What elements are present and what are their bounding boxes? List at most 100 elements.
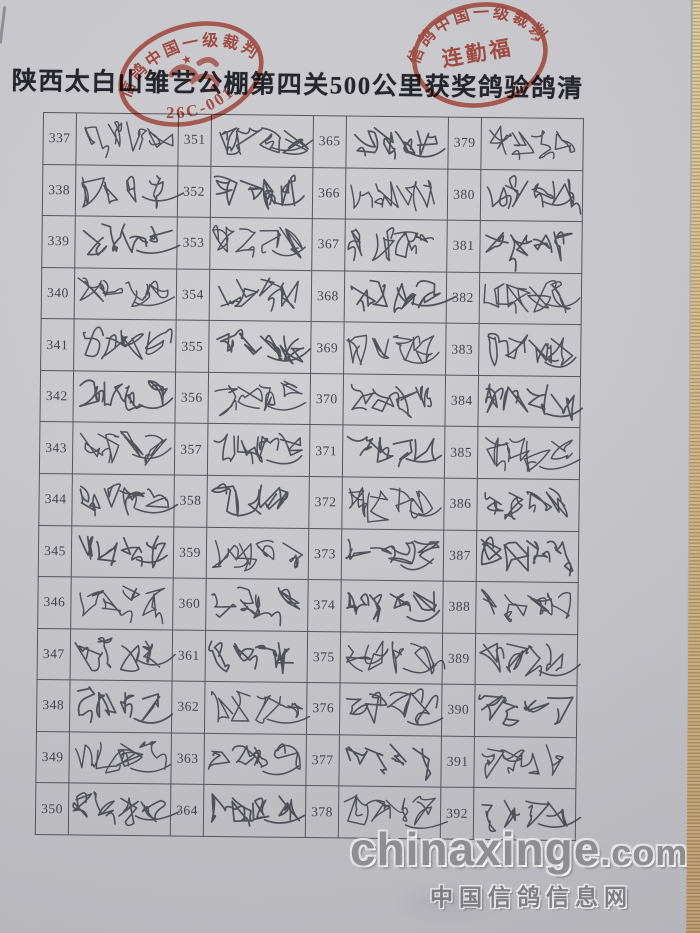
- signature-cell: [343, 322, 447, 375]
- table-row: 344 358 372 386: [38, 473, 580, 532]
- stamp-side-mark: [529, 32, 540, 42]
- handwritten-signature: [481, 744, 564, 779]
- signature-cell: [208, 320, 312, 374]
- signature-cell: [203, 733, 307, 786]
- signature-cell: [477, 426, 581, 480]
- table-row: 349 363 377 391: [35, 731, 577, 789]
- signature-cell: [475, 581, 579, 635]
- handwritten-signature: [219, 127, 314, 156]
- ring-number-cell: 385: [444, 426, 478, 479]
- ring-number-cell: 382: [446, 271, 480, 324]
- ring-number-cell: 389: [442, 632, 476, 685]
- signature-cell: [72, 370, 176, 424]
- handwritten-signature: [207, 743, 301, 776]
- handwritten-signature: [210, 690, 311, 725]
- handwritten-signature: [79, 430, 172, 466]
- handwritten-signature: [348, 487, 442, 523]
- signature-cell: [473, 736, 577, 789]
- ring-number-cell: 379: [447, 117, 482, 170]
- ring-number-cell: 340: [41, 267, 75, 320]
- ring-number-cell: 354: [176, 268, 210, 321]
- signature-cell: [71, 525, 174, 579]
- table-row: 348 362 376 390: [36, 679, 578, 738]
- handwritten-signature: [212, 539, 304, 572]
- signature-cell: [342, 373, 446, 427]
- ring-number-cell: 378: [305, 785, 339, 838]
- handwritten-signature: [78, 534, 168, 569]
- signature-cell: [345, 115, 449, 169]
- handwritten-signature: [347, 227, 434, 262]
- signature-cell: [209, 269, 312, 322]
- ring-number-cell: 355: [175, 320, 210, 373]
- handwritten-signature: [74, 636, 176, 672]
- signature-cell: [340, 579, 444, 633]
- ring-number-cell: 373: [308, 528, 342, 580]
- ring-number-cell: 345: [38, 524, 72, 577]
- stamp-star-icon: ★: [179, 51, 193, 68]
- handwritten-signature: [213, 174, 305, 210]
- signature-cell: [210, 114, 314, 168]
- signature-cell: [476, 529, 579, 583]
- table-row: 337 351 365 379: [42, 112, 584, 171]
- ring-number-cell: 369: [310, 321, 345, 374]
- ring-number-cell: 387: [443, 529, 477, 582]
- verification-table-body: 337 351 365 379 338 352 366 380 339 353 367 381 340 3…: [35, 112, 584, 841]
- ring-number-cell: 384: [444, 374, 479, 427]
- stamp-ring: [411, 2, 548, 108]
- ring-number-cell: 388: [442, 581, 477, 634]
- stamp-ring: [118, 21, 264, 127]
- handwritten-signature: [84, 121, 174, 159]
- ring-number-cell: 359: [173, 526, 207, 579]
- handwritten-signature: [350, 383, 433, 419]
- table-row: 339 353 367 381: [41, 215, 583, 274]
- handwritten-signature: [485, 231, 573, 273]
- handwritten-signature: [345, 640, 446, 675]
- handwritten-signature: [210, 792, 306, 827]
- handwritten-signature: [74, 740, 172, 774]
- handwritten-signature: [212, 225, 306, 260]
- signature-cell: [480, 117, 584, 171]
- ring-number-cell: 342: [39, 370, 74, 423]
- handwritten-signature: [478, 694, 574, 727]
- signature-cell: [339, 683, 444, 736]
- table-row: 347 361 375 389: [37, 628, 581, 686]
- signature-cell: [479, 272, 582, 325]
- handwritten-signature: [353, 127, 446, 160]
- ring-number-cell: 372: [308, 476, 343, 529]
- handwritten-signature: [350, 179, 435, 212]
- ring-number-cell: 337: [42, 112, 77, 165]
- ring-number-cell: 358: [173, 474, 208, 527]
- handwritten-signature: [345, 743, 432, 781]
- handwritten-signature: [218, 277, 299, 312]
- signature-cell: [75, 112, 179, 166]
- ring-number-cell: 353: [176, 217, 211, 270]
- signature-cell: [206, 526, 309, 580]
- table-row: 345 359 373 387: [38, 524, 579, 583]
- ring-number-cell: 343: [39, 421, 73, 474]
- signature-cell: [344, 219, 448, 272]
- signature-cell: [205, 630, 308, 683]
- ring-number-cell: 352: [177, 165, 211, 218]
- signature-cell: [341, 476, 445, 530]
- signature-cell: [205, 578, 309, 632]
- signature-cell: [338, 734, 442, 788]
- ring-number-cell: 346: [37, 576, 72, 629]
- ring-number-cell: 347: [37, 628, 71, 681]
- handwritten-signature: [346, 435, 443, 467]
- signature-cell: [69, 680, 174, 733]
- handwritten-signature: [481, 589, 572, 623]
- ring-number-cell: 390: [441, 684, 476, 737]
- signature-cell: [340, 631, 446, 685]
- ring-number-cell: 341: [40, 318, 75, 371]
- signature-cell: [72, 422, 175, 475]
- handwritten-signature: [78, 379, 174, 412]
- table-row: 342 356 370 384: [39, 370, 584, 428]
- handwritten-signature: [480, 536, 574, 577]
- ring-number-cell: 376: [306, 682, 341, 735]
- ring-number-cell: 370: [309, 373, 344, 426]
- photo-shadow-smudge: [390, 880, 510, 926]
- paper-edge-mark: [0, 5, 7, 45]
- watermark-suffix: .com: [600, 832, 689, 873]
- ring-number-cell: 386: [443, 478, 478, 530]
